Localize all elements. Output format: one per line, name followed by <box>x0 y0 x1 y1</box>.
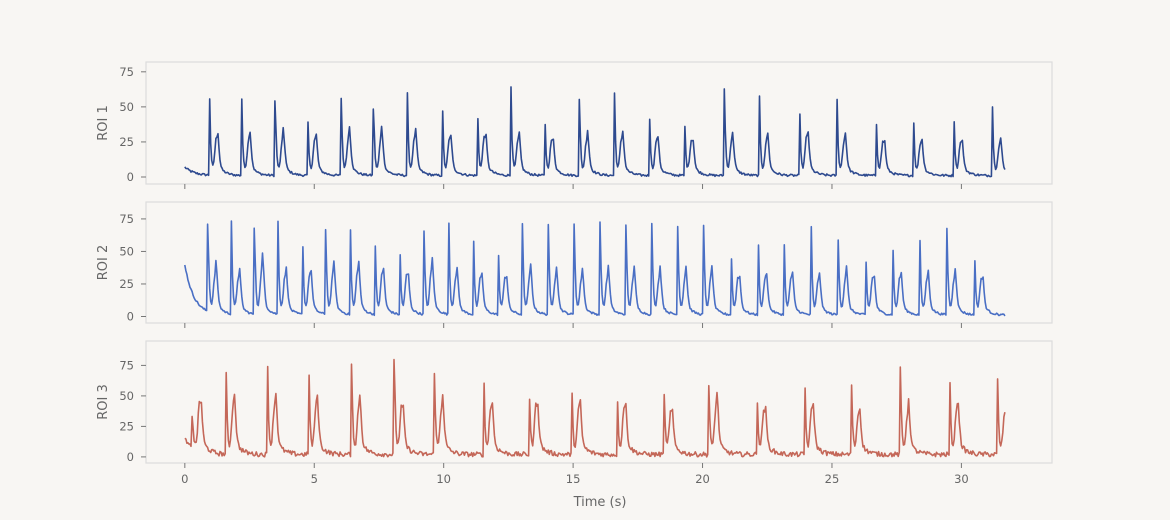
y-tick-label: 75 <box>119 212 134 226</box>
y-tick-label: 75 <box>119 65 134 79</box>
series-line-roi-3 <box>184 358 1006 458</box>
panel-frame <box>145 61 1053 185</box>
y-tick-label: 25 <box>119 135 134 149</box>
panel-2: 0 25 50 75 ROI 2 <box>96 201 1053 328</box>
y-tick-label: 75 <box>119 358 134 372</box>
y-axis-label: ROI 1 <box>96 105 111 141</box>
y-tick-label: 0 <box>127 450 134 464</box>
panel-3: 0 25 50 75 ROI 3 0 5 10 15 20 25 30 <box>96 340 1053 486</box>
y-tick-label: 25 <box>119 419 134 433</box>
y-tick-label: 50 <box>119 389 134 403</box>
y-axis-label: ROI 2 <box>96 245 111 281</box>
panel-frame <box>145 201 1053 324</box>
y-tick-label: 50 <box>119 100 134 114</box>
x-tick-label: 10 <box>436 472 451 486</box>
x-tick-label: 20 <box>695 472 710 486</box>
series-line-roi-1 <box>184 86 1006 178</box>
x-tick-label: 25 <box>825 472 840 486</box>
y-tick-label: 0 <box>127 170 134 184</box>
x-tick-label: 15 <box>566 472 581 486</box>
x-tick-label: 30 <box>954 472 969 486</box>
panel-frame <box>145 340 1053 464</box>
panel-1: 0 25 50 75 ROI 1 <box>96 61 1053 189</box>
y-axis-label: ROI 3 <box>96 384 111 420</box>
series-line-roi-2 <box>184 220 1006 317</box>
x-tick-label: 5 <box>311 472 318 486</box>
y-tick-label: 50 <box>119 244 134 258</box>
y-tick-label: 0 <box>127 309 134 323</box>
x-tick-label: 0 <box>181 472 188 486</box>
y-tick-label: 25 <box>119 277 134 291</box>
x-axis-label: Time (s) <box>573 495 627 510</box>
